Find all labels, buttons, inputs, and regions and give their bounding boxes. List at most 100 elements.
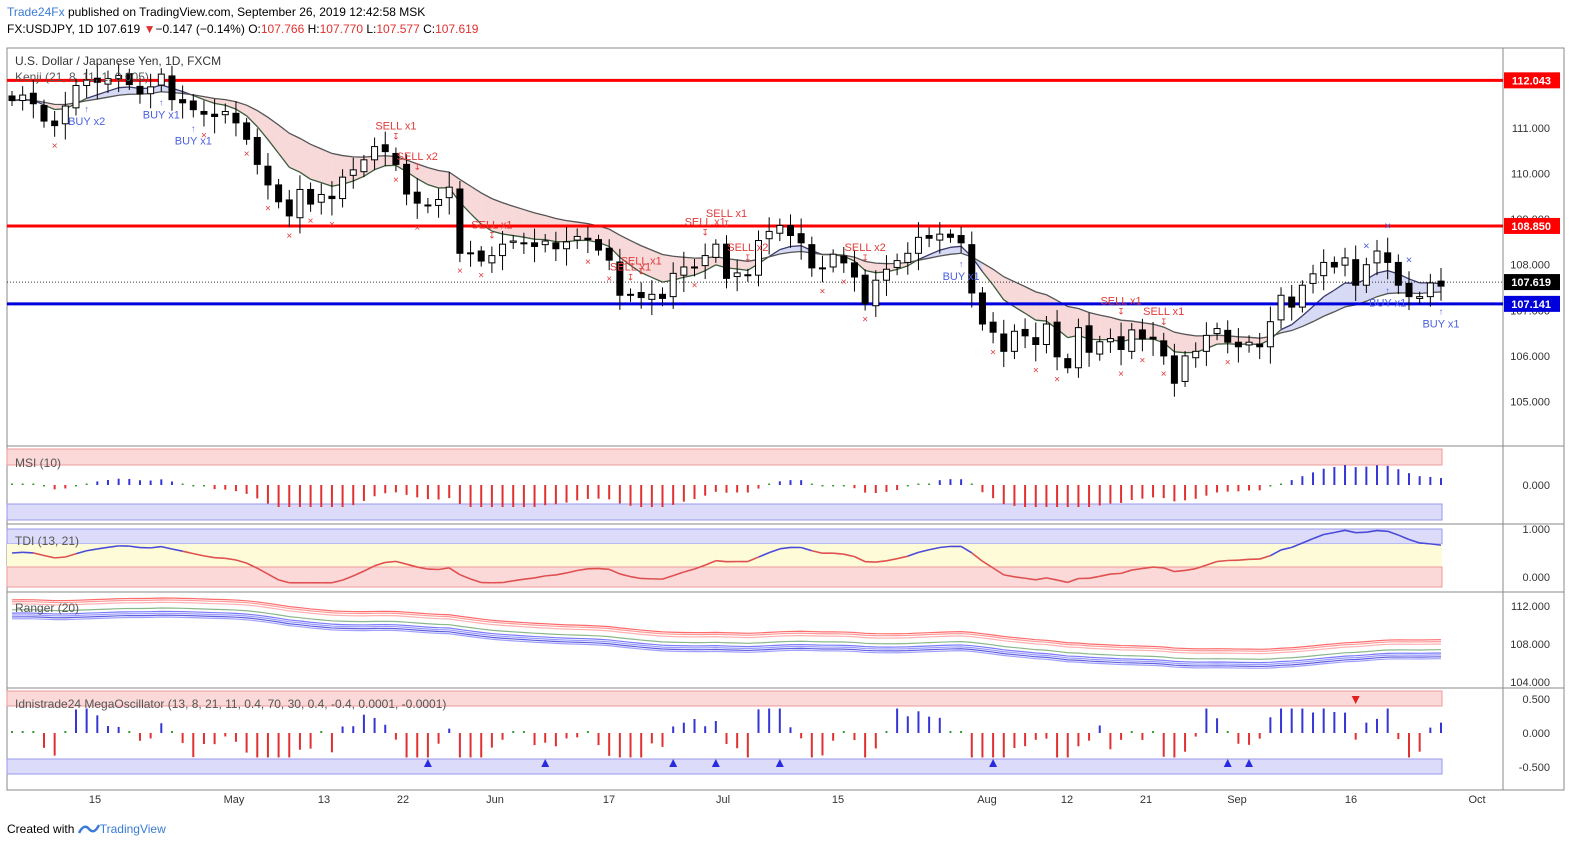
candle-down-body [456,188,464,254]
kenji-fill [1313,296,1324,322]
candle [1074,318,1082,378]
ranger-tick-label: 108.000 [1510,639,1550,651]
tdi-line-segment [1323,531,1335,536]
published-text: published on TradingView.com, September … [67,5,426,19]
kenji-fast-segment [1301,306,1314,317]
candle-up-body [914,236,922,254]
cross-icon: × [393,175,399,186]
candle [968,231,976,308]
sell-arrow-icon: ↧ [413,162,421,172]
candle [691,258,699,277]
candle [712,239,720,263]
cross-icon: × [1363,241,1369,253]
tdi-line-segment [577,568,588,572]
kenji-fast-segment [502,233,514,237]
candle [669,262,677,309]
candle-down-body [989,321,997,333]
cross-icon: × [1033,365,1039,376]
tdi-line-segment [545,574,556,577]
candle-down-body [413,191,421,204]
candle-up-body [882,268,890,281]
kenji-fill [630,240,642,273]
candle-down-body [1064,358,1072,369]
mega-buy-triangle-icon [775,759,784,767]
tdi-line-segment [992,567,1005,576]
candle-down-body [264,165,272,186]
candle-up-body [499,243,507,257]
mega-buy-triangle-icon [1245,759,1254,767]
candle [616,248,624,310]
tradingview-brand[interactable]: TradingView [99,822,166,836]
candle-down-body [200,110,208,115]
candle-up-body [1416,296,1424,299]
tdi-line-segment [214,556,226,560]
candle-down-body [1000,333,1008,352]
kenji-fill [1345,282,1356,307]
candle-up-body [509,240,517,243]
candle [1416,291,1424,304]
tdi-line-segment [971,552,983,562]
ranger-band-line [11,607,1442,660]
open-value: 107.766 [260,22,305,36]
candle-down-body [285,199,293,217]
candle [1384,237,1392,280]
buy-arrow-icon: ↑ [191,123,196,133]
tdi-line-segment [854,555,866,563]
candle [1426,273,1434,307]
candle-up-body [467,252,475,255]
tdi-line-segment [129,545,141,549]
candle-down-body [168,75,176,101]
candle-up-body [680,266,688,276]
time-tick-label: Oct [1468,794,1485,806]
tdi-line-segment [523,577,535,580]
kenji-fast-segment [193,94,205,101]
price-tick-label: 106.000 [1510,351,1550,363]
candle [1160,332,1168,365]
candle [499,231,507,271]
candle [1117,322,1125,366]
cross-icon: × [478,271,484,282]
candle-down-body [1224,329,1232,343]
level-price-tag [1504,72,1560,89]
last-price-tag [1504,274,1560,291]
candle-down-body [424,204,432,207]
mega-upper-band [6,690,1443,707]
tdi-line-segment [1024,577,1036,581]
sell-signal-label: SELL x2 [845,242,886,254]
kenji-fast-segment [416,178,429,186]
close-label: C: [423,22,436,36]
tdi-line-segment [33,552,45,557]
buy-signal-label: BUY x1 [1422,319,1459,331]
kenji-fast-segment [865,269,876,274]
candle-down-body [1170,355,1178,384]
candle-down-body [797,233,805,244]
kenji-fill [107,87,119,98]
kenji-fill [1099,315,1111,340]
candle [595,234,603,256]
candle [723,235,730,289]
candle-down-body [328,195,336,200]
candle [200,100,208,127]
tdi-line-segment [960,545,973,554]
candle [1042,315,1050,354]
candle [1288,284,1296,321]
tdi-line-segment [65,552,77,558]
time-tick-label: 13 [318,794,330,806]
kenji-fast-segment [981,271,994,286]
kenji-fast-segment [203,99,215,105]
time-tick-label: 15 [832,794,844,806]
cross-icon: × [265,203,271,214]
tdi-line-segment [86,548,98,552]
publisher-name[interactable]: Trade24Fx [7,5,65,19]
candle-down-body [211,113,219,118]
megaosc-label: Idnistrade24 MegaOscillator (13, 8, 21, … [15,697,446,711]
kenji-fast-segment [737,268,748,271]
cross-icon: × [841,277,847,288]
tdi-line-segment [417,566,429,570]
candle-up-body [872,279,880,307]
candle-down-body [818,267,826,270]
tdi-line-segment [1291,542,1303,549]
mega-lower-band [6,758,1443,775]
tdi-line-segment [470,578,482,584]
